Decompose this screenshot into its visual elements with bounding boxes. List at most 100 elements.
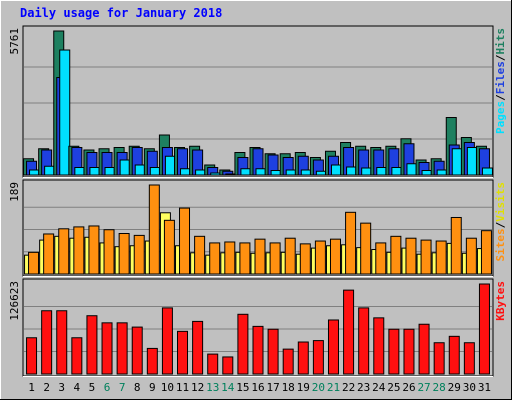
- bar-pages: [195, 169, 207, 176]
- x-tick-label: 25: [387, 381, 400, 394]
- bar-kbytes: [71, 337, 83, 375]
- legend-separator: /: [494, 54, 507, 61]
- bar-sites: [133, 234, 145, 275]
- x-tick-label: 29: [448, 381, 461, 394]
- bar-sites: [58, 228, 70, 275]
- x-tick-label: 15: [236, 381, 249, 394]
- bar-kbytes: [418, 323, 430, 375]
- x-tick-label: 2: [43, 381, 50, 394]
- bar-kbytes: [478, 283, 490, 375]
- bar-sites: [420, 239, 432, 275]
- bar-pages: [149, 167, 161, 176]
- bar-sites: [179, 207, 191, 275]
- bar-kbytes: [56, 310, 68, 375]
- bar-sites: [269, 242, 281, 275]
- legend-item-visits: Visits: [494, 182, 507, 222]
- y-max-label: 126623: [8, 281, 21, 321]
- bar-pages: [285, 169, 297, 176]
- bar-kbytes: [267, 328, 279, 375]
- legend-1: Pages/Files/Hits: [494, 28, 507, 134]
- bar-kbytes: [26, 337, 38, 375]
- x-tick-label: 30: [463, 381, 476, 394]
- bar-kbytes: [373, 317, 385, 375]
- x-tick-label: 6: [104, 381, 111, 394]
- bar-sites: [405, 237, 417, 275]
- bar-pages: [164, 155, 176, 176]
- bar-kbytes: [161, 307, 173, 375]
- bar-kbytes: [131, 326, 143, 375]
- x-tick-label: 19: [297, 381, 310, 394]
- x-axis-tick-labels: 1 2 3 4 5 6 7 8 9 10 11 12 13 14 15 16 17 18 19 20 21 22 23 24 2…: [28, 381, 491, 394]
- bar-sites: [345, 211, 357, 275]
- bar-pages: [44, 165, 56, 176]
- bar-pages: [451, 148, 463, 176]
- bar-kbytes: [177, 330, 189, 375]
- bar-kbytes: [297, 341, 309, 375]
- bar-sites: [375, 242, 387, 275]
- bar-sites: [314, 240, 326, 275]
- bar-sites: [299, 243, 311, 275]
- bar-pages: [300, 169, 312, 176]
- bar-sites: [43, 233, 55, 275]
- y-max-label: 189: [8, 182, 21, 202]
- x-tick-label: 4: [74, 381, 81, 394]
- bar-pages: [466, 147, 478, 176]
- bar-kbytes: [252, 325, 264, 375]
- bar-kbytes: [327, 319, 339, 375]
- legend-item-sites: Sites: [494, 228, 507, 261]
- bar-pages: [104, 167, 116, 176]
- bar-pages: [119, 159, 131, 176]
- x-tick-label: 9: [149, 381, 156, 394]
- bar-pages: [255, 168, 267, 176]
- bar-sites: [163, 219, 175, 275]
- x-tick-label: 8: [134, 381, 141, 394]
- legend-item-kbytes: KBytes: [494, 281, 507, 321]
- bar-sites: [360, 222, 372, 275]
- bar-sites: [284, 237, 296, 275]
- bar-pages: [29, 169, 41, 176]
- x-tick-label: 10: [161, 381, 174, 394]
- x-tick-label: 31: [478, 381, 491, 394]
- bar-pages: [210, 172, 222, 176]
- bar-sites: [73, 226, 85, 275]
- bar-pages: [421, 170, 433, 176]
- x-tick-label: 16: [251, 381, 264, 394]
- bar-pages: [406, 163, 418, 176]
- bar-kbytes: [192, 320, 204, 375]
- bar-sites: [465, 237, 477, 275]
- bar-sites: [329, 238, 341, 275]
- bar-kbytes: [312, 340, 324, 375]
- x-tick-label: 5: [89, 381, 96, 394]
- bar-pages: [376, 167, 388, 176]
- bar-pages: [346, 166, 358, 176]
- bar-kbytes: [222, 356, 234, 375]
- x-tick-label: 28: [433, 381, 446, 394]
- bar-kbytes: [343, 289, 355, 375]
- x-tick-label: 17: [266, 381, 279, 394]
- bar-pages: [180, 168, 192, 176]
- bar-kbytes: [388, 328, 400, 375]
- legend-separator: /: [494, 221, 507, 228]
- bar-kbytes: [116, 322, 128, 375]
- panel-3: 126623 KBytes: [8, 278, 507, 377]
- x-tick-label: 7: [119, 381, 126, 394]
- x-tick-label: 20: [312, 381, 325, 394]
- x-tick-label: 21: [327, 381, 340, 394]
- bar-pages: [240, 168, 252, 176]
- bar-kbytes: [282, 348, 294, 375]
- x-tick-label: 1: [28, 381, 35, 394]
- bar-pages: [89, 167, 101, 176]
- x-tick-label: 22: [342, 381, 355, 394]
- bar-pages: [59, 49, 71, 176]
- x-tick-label: 23: [357, 381, 370, 394]
- legend-3: KBytes: [494, 281, 507, 321]
- bar-pages: [391, 167, 403, 176]
- x-tick-label: 24: [372, 381, 386, 394]
- bar-sites: [450, 216, 462, 275]
- bar-pages: [330, 164, 342, 176]
- bar-pages: [361, 167, 373, 176]
- bar-pages: [225, 173, 237, 176]
- bar-sites: [224, 241, 236, 275]
- bar-pages: [270, 170, 282, 176]
